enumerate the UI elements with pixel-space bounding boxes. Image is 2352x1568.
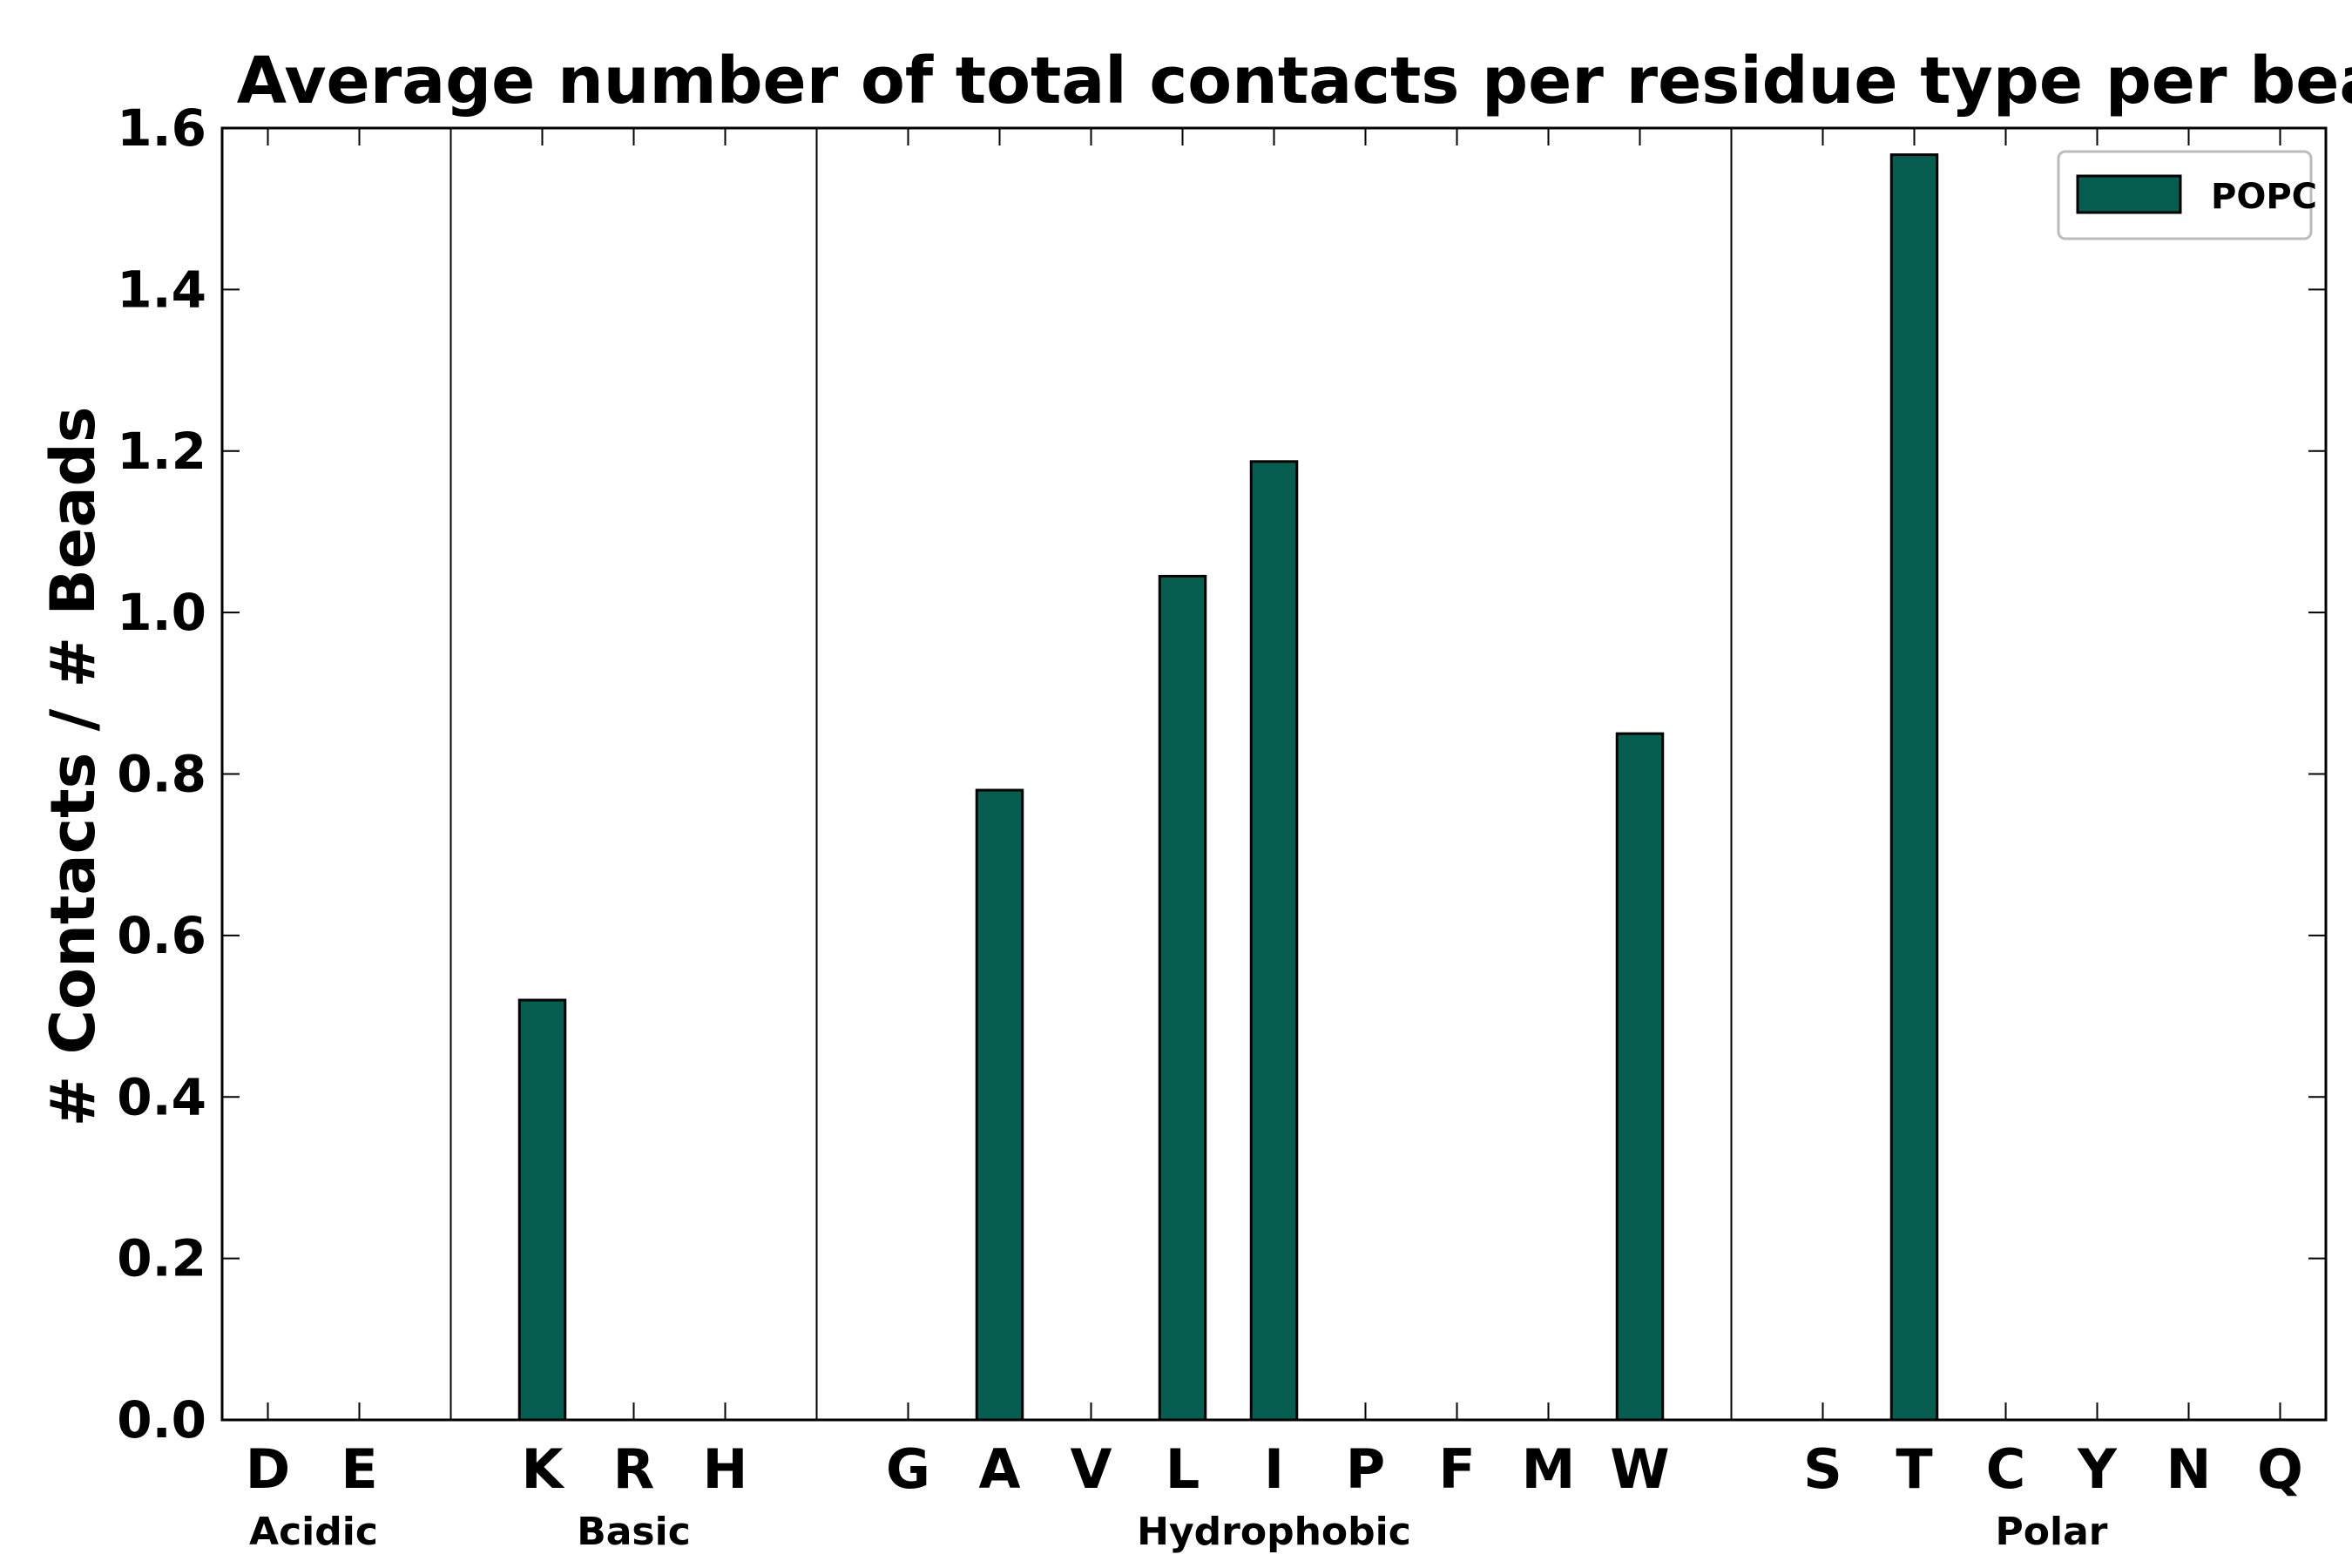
- y-tick-label: 1.0: [117, 583, 206, 642]
- group-label: Hydrophobic: [1137, 1510, 1411, 1554]
- legend-label: POPC: [2211, 177, 2317, 217]
- y-axis-label: # Contacts / # Beads: [37, 407, 109, 1127]
- x-tick-label: D: [246, 1437, 290, 1501]
- y-tick-label: 0.6: [117, 906, 206, 965]
- bar: [1249, 460, 1299, 1422]
- x-tick-label: R: [613, 1437, 655, 1501]
- bar: [975, 788, 1024, 1422]
- x-tick-label: Y: [2077, 1437, 2118, 1501]
- x-tick-label: C: [1986, 1437, 2026, 1501]
- group-label: Polar: [1996, 1510, 2108, 1554]
- x-tick-label: W: [1610, 1437, 1669, 1501]
- plot-frame: [220, 126, 2328, 1422]
- group-label: Basic: [577, 1510, 691, 1554]
- chart-title: Average number of total contacts per res…: [237, 44, 2352, 118]
- y-tick-label: 1.6: [117, 98, 206, 158]
- x-tick-label: S: [1803, 1437, 1842, 1501]
- x-tick-label: M: [1522, 1437, 1576, 1501]
- x-tick-label: G: [886, 1437, 930, 1501]
- y-tick-label: 1.4: [117, 260, 206, 319]
- x-tick-label: P: [1346, 1437, 1385, 1501]
- y-tick-label: 1.2: [117, 422, 206, 481]
- bar: [517, 998, 567, 1422]
- x-tick-label: F: [1438, 1437, 1475, 1501]
- y-tick-label: 0.4: [117, 1067, 206, 1126]
- x-tick-label: H: [703, 1437, 748, 1501]
- x-tick-label: E: [341, 1437, 377, 1501]
- x-tick-label: V: [1071, 1437, 1112, 1501]
- y-tick-label: 0.2: [117, 1229, 206, 1288]
- x-tick-label: L: [1166, 1437, 1200, 1501]
- x-tick-label: T: [1896, 1437, 1932, 1501]
- group-label: Acidic: [249, 1510, 378, 1554]
- legend-swatch: [2076, 174, 2182, 214]
- legend-box: [2057, 150, 2313, 240]
- bar: [1889, 153, 1939, 1422]
- plot-area: 0.0 0.2 0.4 0.6 0.8 1.0 1.2 1.4 1.6 D E K R H G A V L I P F M…: [117, 98, 2328, 1554]
- bar: [1158, 574, 1207, 1422]
- x-tick-label: K: [521, 1437, 564, 1501]
- y-tick-label: 0.0: [117, 1390, 206, 1450]
- x-tick-label: A: [979, 1437, 1021, 1501]
- x-tick-label: I: [1264, 1437, 1284, 1501]
- x-tick-label: N: [2166, 1437, 2212, 1501]
- bar: [1615, 732, 1665, 1422]
- y-tick-label: 0.8: [117, 745, 206, 804]
- x-tick-label: Q: [2257, 1437, 2303, 1501]
